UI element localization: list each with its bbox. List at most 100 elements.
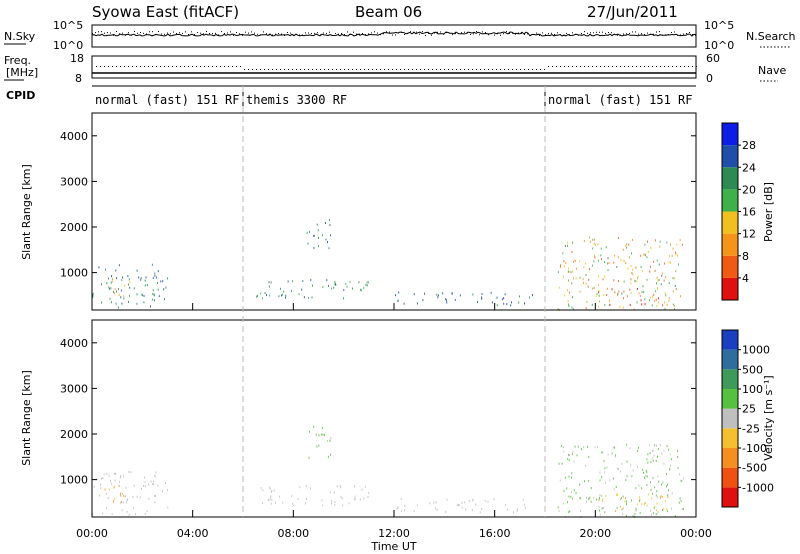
velocity-cell — [122, 501, 124, 504]
power-cell — [644, 298, 646, 301]
power-cell — [256, 295, 257, 298]
velocity-cell — [262, 501, 264, 504]
velocity-cell — [599, 496, 600, 499]
power-cell — [674, 308, 675, 311]
power-cell — [630, 292, 632, 295]
power-cell — [128, 278, 130, 281]
velocity-cell — [291, 495, 293, 498]
power-panel-frame — [91, 112, 697, 311]
power-cell — [454, 298, 456, 301]
velocity-cell — [141, 487, 142, 490]
power-cell — [655, 298, 657, 301]
velocity-cell — [609, 479, 611, 482]
power-cell — [594, 254, 595, 257]
power-cell — [365, 283, 367, 286]
velocity-cell — [401, 509, 402, 512]
power-cell — [672, 290, 674, 293]
velocity-cell — [657, 475, 659, 478]
velocity-cell — [568, 511, 570, 514]
power-cell — [631, 272, 633, 275]
velocity-cell — [660, 496, 661, 499]
nave-dot — [368, 69, 369, 70]
velocity-cell — [618, 468, 619, 471]
nsearch-dot — [440, 31, 441, 33]
velocity-cell — [622, 513, 624, 516]
nsearch-dot — [92, 33, 93, 34]
power-cell — [160, 280, 162, 283]
velocity-cell — [646, 458, 648, 461]
power-cell — [413, 293, 415, 296]
nsearch-dot — [110, 32, 111, 34]
power-cell — [285, 294, 287, 297]
velocity-cell — [99, 494, 100, 497]
nsearch-dot — [176, 33, 177, 34]
nsearch-dot — [95, 32, 96, 34]
power-cell — [653, 293, 655, 296]
velocity-cell — [568, 459, 570, 462]
velocity-cell — [658, 480, 660, 483]
nsearch-dot — [101, 31, 102, 33]
nsearch-dot — [653, 33, 654, 35]
power-cell — [446, 299, 447, 302]
nave-dot — [476, 69, 477, 70]
power-cell — [496, 296, 498, 299]
power-cell — [666, 241, 668, 244]
velocity-cell — [507, 508, 509, 511]
nave-dot — [392, 69, 393, 70]
nave-dot — [460, 69, 461, 70]
nave-dot — [336, 69, 337, 70]
nave-dot — [220, 66, 221, 67]
power-cell — [626, 243, 628, 246]
nsearch-dot — [305, 32, 306, 34]
power-cell — [152, 289, 154, 292]
nsearch-dot — [593, 32, 594, 34]
power-cell — [140, 278, 142, 281]
velocity-cell — [397, 506, 399, 509]
velocity-cell — [612, 477, 614, 480]
nsearch-dot — [551, 32, 552, 34]
power-cell — [626, 246, 627, 249]
velocity-cell — [464, 501, 466, 504]
nsearch-dot — [374, 31, 375, 33]
velocity-cell — [275, 501, 276, 504]
velocity-cell — [100, 487, 102, 490]
power-cell — [572, 308, 574, 311]
velocity-cell — [655, 513, 657, 516]
velocity-cell — [559, 479, 561, 482]
power-cell — [604, 304, 606, 307]
power-cell — [675, 270, 677, 273]
power-cell — [436, 293, 438, 296]
velocity-cell — [292, 502, 294, 505]
power-cell — [598, 305, 600, 308]
power-cell — [128, 300, 129, 303]
velocity-cell — [598, 498, 600, 501]
nsearch-dot — [308, 32, 309, 34]
nsearch-dot — [500, 34, 501, 36]
nsearch-dot — [398, 32, 399, 34]
power-cell — [343, 289, 345, 292]
velocity-cell — [657, 496, 659, 499]
power-cell — [152, 293, 154, 296]
nsearch-dot — [656, 31, 657, 33]
velocity-cell — [626, 443, 628, 446]
nave-dot — [168, 66, 169, 67]
nsearch-dot — [128, 32, 129, 34]
power-cell — [285, 296, 286, 299]
power-cell — [600, 254, 602, 257]
power-cell — [257, 294, 258, 297]
velocity-cell — [334, 491, 335, 494]
power-cell — [623, 259, 625, 262]
velocity-cell — [112, 499, 114, 502]
nsearch-dot — [191, 31, 192, 33]
nsearch-dot — [275, 33, 276, 35]
power-cell — [363, 286, 365, 289]
velocity-cell — [327, 455, 329, 458]
nave-dot — [324, 69, 325, 70]
velocity-cell — [590, 487, 592, 490]
power-cell — [151, 298, 153, 301]
nsearch-dot — [650, 33, 651, 35]
power-cell — [647, 240, 648, 243]
power-cell — [613, 261, 615, 264]
nsearch-dot — [509, 32, 510, 34]
velocity-cell — [655, 460, 657, 463]
